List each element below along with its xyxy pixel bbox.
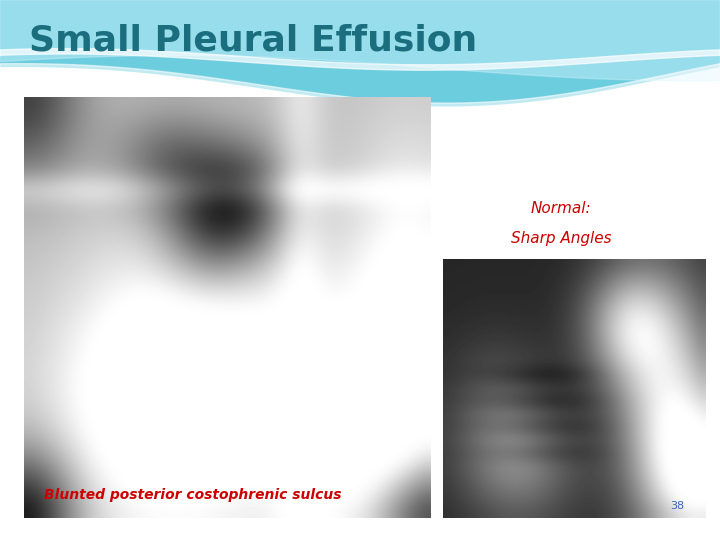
Text: Sharp Angles: Sharp Angles: [510, 231, 611, 246]
Text: Blunted posterior costophrenic sulcus: Blunted posterior costophrenic sulcus: [44, 488, 341, 502]
Text: Small Pleural Effusion: Small Pleural Effusion: [29, 24, 477, 57]
Text: Normal:: Normal:: [531, 201, 591, 216]
Text: 38: 38: [670, 501, 685, 511]
